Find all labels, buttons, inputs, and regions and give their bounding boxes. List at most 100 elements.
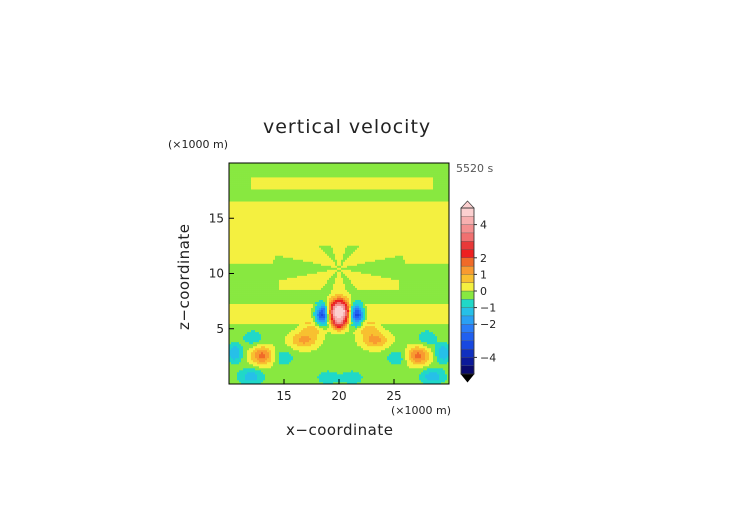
heatmap-cell <box>317 235 320 238</box>
heatmap-cell <box>273 381 276 385</box>
heatmap-cell <box>281 315 284 319</box>
heatmap-cell <box>279 249 282 252</box>
heatmap-cell <box>235 293 238 296</box>
heatmap-cell <box>277 221 280 224</box>
heatmap-cell <box>233 337 236 341</box>
heatmap-cell <box>279 183 282 186</box>
heatmap-cell <box>269 183 272 186</box>
heatmap-cell <box>301 337 304 341</box>
heatmap-cell <box>259 291 262 294</box>
heatmap-cell <box>249 325 252 329</box>
heatmap-cell <box>311 253 314 256</box>
heatmap-cell <box>247 289 250 292</box>
heatmap-cell <box>305 227 308 230</box>
heatmap-cell <box>245 339 248 343</box>
heatmap-cell <box>289 353 292 357</box>
heatmap-cell <box>251 313 254 317</box>
heatmap-cell <box>297 195 300 198</box>
heatmap-cell <box>251 239 254 242</box>
heatmap-cell <box>281 177 284 180</box>
heatmap-cell <box>287 381 290 385</box>
heatmap-cell <box>307 171 310 174</box>
heatmap-cell <box>267 255 270 258</box>
heatmap-cell <box>287 211 290 214</box>
heatmap-cell <box>237 327 240 331</box>
heatmap-cell <box>289 259 292 262</box>
heatmap-cell <box>305 221 308 224</box>
heatmap-cell <box>305 323 308 327</box>
heatmap-cell <box>293 309 296 313</box>
heatmap-cell <box>303 233 306 236</box>
heatmap-cell <box>287 313 290 317</box>
heatmap-cell <box>303 379 306 383</box>
heatmap-cell <box>233 275 236 278</box>
heatmap-cell <box>299 213 302 216</box>
heatmap-cell <box>263 209 266 212</box>
heatmap-cell <box>229 315 232 319</box>
heatmap-cell <box>259 299 262 302</box>
heatmap-cell <box>247 173 250 176</box>
heatmap-cell <box>295 257 298 260</box>
heatmap-cell <box>295 357 298 361</box>
heatmap-cell <box>243 215 246 218</box>
heatmap-cell <box>255 325 258 329</box>
heatmap-cell <box>245 189 248 192</box>
heatmap-cell <box>293 297 296 300</box>
heatmap-cell <box>285 381 288 385</box>
heatmap-cell <box>231 295 234 298</box>
heatmap-cell <box>247 335 250 339</box>
heatmap-cell <box>271 343 274 347</box>
heatmap-cell <box>263 171 266 174</box>
heatmap-cell <box>255 201 258 204</box>
heatmap-cell <box>245 331 248 335</box>
heatmap-cell <box>241 347 244 351</box>
heatmap-cell <box>295 179 298 182</box>
heatmap-cell <box>265 179 268 182</box>
heatmap-cell <box>315 267 318 270</box>
heatmap-cell <box>313 165 316 168</box>
heatmap-cell <box>275 227 278 230</box>
heatmap-cell <box>235 345 238 349</box>
heatmap-cell <box>285 231 288 234</box>
heatmap-cell <box>265 347 268 351</box>
heatmap-cell <box>243 369 246 373</box>
heatmap-cell <box>281 181 284 184</box>
heatmap-cell <box>299 199 302 202</box>
heatmap-cell <box>271 255 274 258</box>
heatmap-cell <box>233 169 236 172</box>
heatmap-cell <box>265 325 268 329</box>
heatmap-cell <box>295 267 298 270</box>
heatmap-cell <box>313 305 316 309</box>
heatmap-cell <box>237 287 240 290</box>
heatmap-cell <box>247 355 250 359</box>
heatmap-cell <box>273 251 276 254</box>
heatmap-cell <box>273 311 276 315</box>
heatmap-cell <box>293 371 296 375</box>
heatmap-cell <box>285 199 288 202</box>
heatmap-cell <box>233 193 236 196</box>
heatmap-cell <box>287 253 290 256</box>
heatmap-cell <box>287 275 290 278</box>
heatmap-cell <box>233 285 236 288</box>
heatmap-cell <box>315 217 318 220</box>
heatmap-cell <box>243 193 246 196</box>
heatmap-cell <box>283 315 286 319</box>
heatmap-cell <box>255 281 258 284</box>
heatmap-cell <box>289 283 292 286</box>
heatmap-cell <box>303 307 306 311</box>
heatmap-cell <box>283 173 286 176</box>
heatmap-cell <box>239 217 242 220</box>
heatmap-cell <box>275 315 278 319</box>
heatmap-cell <box>257 359 260 363</box>
heatmap-cell <box>277 329 280 333</box>
heatmap-cell <box>245 219 248 222</box>
heatmap-cell <box>267 371 270 375</box>
heatmap-cell <box>251 301 254 304</box>
heatmap-cell <box>307 169 310 172</box>
heatmap-cell <box>297 287 300 290</box>
heatmap-cell <box>231 167 234 170</box>
heatmap-cell <box>259 219 262 222</box>
heatmap-cell <box>287 233 290 236</box>
heatmap-cell <box>265 255 268 258</box>
heatmap-cell <box>271 251 274 254</box>
